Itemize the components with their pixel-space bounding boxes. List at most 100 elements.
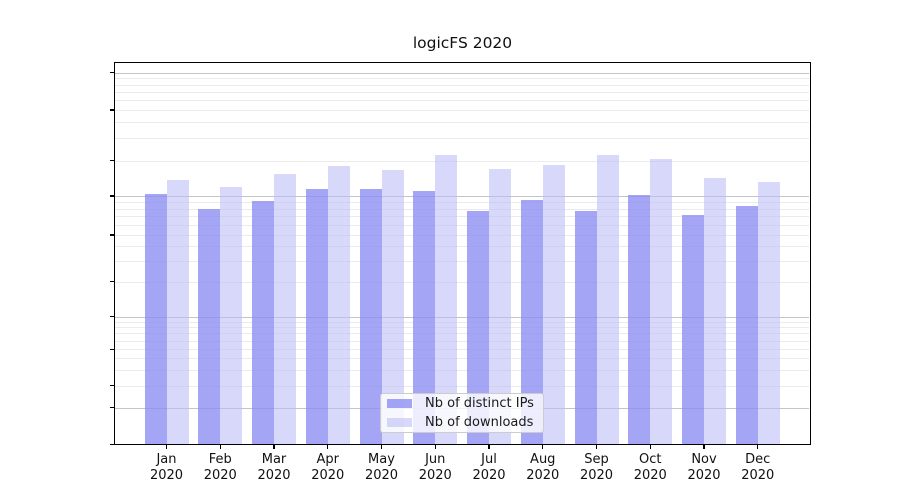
y-gridline-minor [115,235,809,236]
y-gridline-minor [115,100,809,102]
y-gridline-minor [115,281,809,283]
bar-distinct-ips [252,201,274,444]
bar-distinct-ips [467,210,489,444]
bar-downloads [596,154,619,444]
x-tick-label: Oct 2020 [618,452,682,483]
x-tick-year: 2020 [203,467,237,483]
x-tick-year: 2020 [149,467,184,483]
y-tick [109,160,114,162]
y-tick [109,195,114,197]
x-tick-month: Sep [584,452,609,467]
bar-downloads [166,179,189,444]
bar-distinct-ips [520,200,543,444]
y-gridline-minor [115,261,809,263]
y-gridline-minor [115,321,809,323]
y-gridline-minor [115,246,809,248]
x-tick [757,445,759,449]
x-tick-month: Jun [425,452,446,467]
y-gridline-major [115,72,809,74]
bar-downloads [650,158,673,444]
x-tick-label: Mar 2020 [242,452,306,483]
bar-downloads [757,182,780,444]
y-gridline-minor [115,78,809,80]
x-tick-month: Apr [316,452,340,467]
y-gridline-minor [115,208,809,210]
bar-distinct-ips [413,190,436,444]
y-gridline-minor [115,138,809,140]
x-tick [595,445,598,449]
x-tick [165,445,168,449]
bar-distinct-ips [735,206,758,444]
x-tick [488,445,490,449]
bar-downloads [381,170,404,444]
y-gridline-minor [115,84,809,86]
x-tick [434,445,436,449]
bar-downloads [704,177,726,444]
y-tick [109,443,114,445]
y-gridline-minor [115,385,809,387]
bar-distinct-ips [574,211,597,444]
x-tick [703,445,705,449]
y-gridline-minor [115,122,809,124]
x-tick [273,445,275,449]
x-tick-label: May 2020 [350,452,414,483]
x-tick-label: Sep 2020 [565,452,629,483]
x-tick-year: 2020 [741,467,775,483]
x-tick-month: May [368,452,395,467]
y-gridline-minor [115,333,809,335]
x-tick-label: Nov 2020 [672,452,736,483]
y-tick [109,385,114,387]
y-gridline-minor [115,349,809,351]
x-tick [649,445,651,449]
x-tick-month: Feb [208,452,232,467]
x-tick-year: 2020 [311,467,345,483]
y-gridline-minor [115,91,809,93]
y-tick [109,407,114,409]
x-tick-year: 2020 [472,467,506,483]
x-tick-label: Jun 2020 [403,452,467,483]
y-gridline-minor [115,110,809,111]
bar-distinct-ips [198,209,221,444]
x-tick [380,445,383,449]
bar-distinct-ips [682,215,704,444]
x-tick [327,445,329,449]
bar-distinct-ips [628,195,651,444]
x-tick-label: Dec 2020 [726,452,790,483]
y-tick [109,234,114,236]
x-tick-year: 2020 [633,467,667,483]
legend-label: Nb of downloads [425,415,534,430]
legend-swatch [387,417,412,428]
x-tick-year: 2020 [579,467,614,483]
x-tick-label: Jul 2020 [457,452,521,483]
bar-distinct-ips [359,189,382,444]
y-tick [109,281,114,283]
y-tick [109,72,114,74]
legend-label: Nb of distinct IPs [425,396,534,411]
x-tick-year: 2020 [526,467,560,483]
bar-distinct-ips [144,194,167,444]
bar-distinct-ips [305,189,328,444]
legend: Nb of distinct IPs Nb of downloads [380,393,544,433]
legend-item: Nb of downloads [387,413,543,432]
x-tick-month: Jan [156,452,177,467]
legend-swatch [387,398,412,409]
bar-downloads [435,154,458,444]
y-gridline-minor [115,160,809,162]
y-gridline-minor [115,340,809,342]
y-tick [109,348,114,350]
y-gridline-minor [115,369,809,371]
x-tick-month: Mar [261,452,287,467]
x-tick-label: Apr 2020 [296,452,360,483]
x-tick [542,445,544,449]
y-gridline-major [115,316,809,318]
legend-item: Nb of distinct IPs [387,394,543,413]
x-tick-year: 2020 [257,467,291,483]
x-tick-label: Feb 2020 [188,452,252,483]
x-tick-month: Aug [530,452,556,467]
y-gridline-major [115,196,809,197]
bar-downloads [220,187,243,444]
x-tick-year: 2020 [687,467,721,483]
x-tick-month: Jul [481,452,497,467]
y-gridline-minor [115,201,809,203]
